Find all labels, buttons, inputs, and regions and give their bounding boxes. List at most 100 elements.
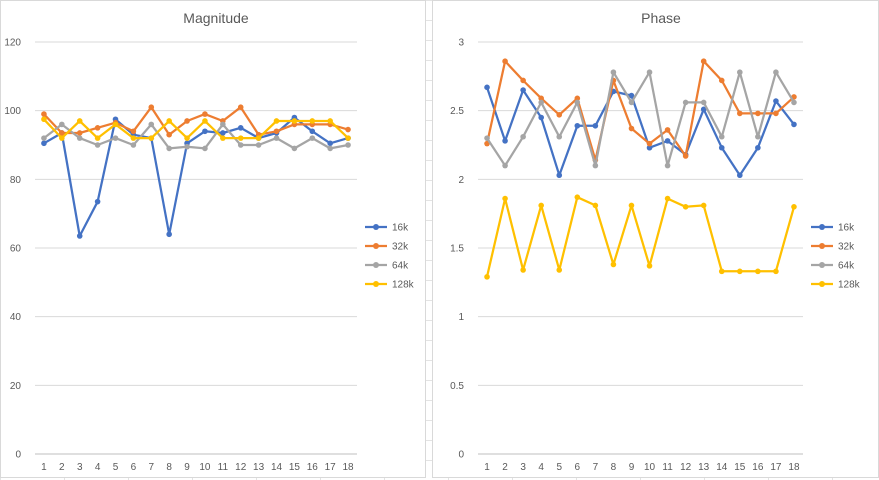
- data-point-64k: [484, 135, 490, 141]
- data-point-64k: [76, 135, 83, 141]
- data-point-128k: [94, 135, 101, 141]
- x-tick-label: 6: [131, 462, 137, 473]
- data-point-64k: [664, 162, 671, 169]
- series-line-32k: [43, 106, 349, 136]
- data-point-16k: [574, 122, 581, 129]
- y-tick-label: 3: [458, 38, 464, 49]
- y-tick-label: 1: [458, 312, 464, 323]
- data-point-16k: [592, 122, 599, 129]
- x-tick-label: 13: [698, 462, 710, 473]
- legend-marker-32k: [373, 243, 379, 249]
- x-tick-label: 14: [271, 462, 283, 473]
- legend-marker-32k: [819, 243, 825, 249]
- x-tick-label: 7: [148, 462, 154, 473]
- data-point-128k: [237, 135, 244, 141]
- x-tick-label: 17: [325, 462, 337, 473]
- data-point-128k: [791, 204, 797, 210]
- data-point-16k: [773, 98, 779, 104]
- data-point-128k: [664, 195, 671, 202]
- y-tick-label: 2.5: [450, 106, 464, 117]
- series-line-32k: [485, 60, 795, 162]
- x-tick-label: 16: [752, 462, 764, 473]
- data-point-128k: [502, 195, 508, 202]
- data-point-64k: [273, 135, 280, 141]
- data-point-128k: [737, 268, 743, 275]
- data-point-16k: [664, 138, 671, 144]
- legend-label-64k: 64k: [392, 261, 409, 272]
- data-point-16k: [646, 144, 653, 151]
- data-point-64k: [255, 142, 262, 148]
- data-point-32k: [94, 125, 101, 131]
- data-point-32k: [682, 153, 689, 159]
- data-point-64k: [94, 142, 101, 148]
- data-point-128k: [755, 268, 761, 275]
- legend-label-16k: 16k: [838, 223, 855, 234]
- data-point-16k: [556, 172, 563, 179]
- data-point-16k: [755, 144, 761, 151]
- data-point-128k: [59, 135, 65, 141]
- data-point-32k: [345, 126, 351, 133]
- data-point-32k: [148, 104, 155, 111]
- data-point-64k: [538, 99, 544, 106]
- data-point-64k: [220, 121, 226, 128]
- data-point-128k: [166, 118, 172, 124]
- data-point-32k: [59, 130, 65, 136]
- data-point-64k: [556, 133, 563, 140]
- data-point-16k: [520, 87, 526, 93]
- legend-label-128k: 128k: [838, 280, 861, 291]
- data-point-128k: [538, 202, 544, 209]
- data-point-32k: [76, 130, 83, 136]
- x-tick-label: 10: [644, 462, 656, 473]
- x-tick-label: 8: [166, 462, 172, 473]
- data-point-64k: [737, 69, 743, 76]
- data-point-128k: [556, 267, 563, 273]
- data-point-64k: [773, 69, 779, 76]
- data-point-16k: [737, 172, 743, 179]
- x-tick-label: 2: [59, 462, 65, 473]
- data-point-64k: [202, 145, 208, 152]
- data-point-64k: [610, 69, 617, 76]
- x-tick-label: 4: [95, 462, 101, 473]
- data-point-32k: [273, 128, 280, 135]
- data-point-128k: [327, 118, 333, 124]
- legend-marker-16k: [373, 224, 379, 230]
- data-point-16k: [628, 92, 635, 99]
- data-point-64k: [327, 145, 333, 152]
- data-point-16k: [166, 231, 172, 238]
- data-point-128k: [682, 204, 689, 210]
- data-point-32k: [184, 118, 190, 124]
- data-point-32k: [538, 95, 544, 102]
- x-tick-label: 18: [342, 462, 354, 473]
- magnitude-chart-title: Magnitude: [183, 10, 249, 26]
- x-tick-label: 15: [289, 462, 301, 473]
- data-point-64k: [237, 142, 244, 148]
- data-point-64k: [718, 133, 725, 140]
- data-point-32k: [737, 110, 743, 117]
- legend-marker-128k: [373, 281, 379, 287]
- data-point-64k: [700, 99, 707, 106]
- data-point-64k: [41, 135, 47, 141]
- data-point-128k: [255, 135, 262, 141]
- data-point-64k: [755, 133, 761, 140]
- y-tick-label: 100: [4, 106, 21, 117]
- legend-marker-64k: [373, 262, 379, 268]
- data-point-128k: [291, 118, 298, 124]
- data-point-32k: [574, 95, 581, 102]
- x-tick-label: 10: [199, 462, 211, 473]
- data-point-128k: [184, 135, 190, 141]
- data-point-32k: [502, 58, 508, 65]
- data-point-64k: [291, 145, 298, 152]
- phase-chart: Phase 0 0.5 1 1.5 2 2.5 3 1 2 3 4 5 6 7 8 9 10 11 12 13 14 15…: [432, 0, 879, 478]
- data-point-32k: [202, 111, 208, 117]
- x-tick-label: 12: [235, 462, 247, 473]
- data-point-16k: [791, 121, 797, 128]
- x-tick-label: 5: [556, 462, 562, 473]
- x-tick-label: 9: [184, 462, 190, 473]
- data-point-16k: [202, 128, 208, 135]
- x-tick-label: 5: [113, 462, 119, 473]
- data-point-32k: [41, 111, 47, 117]
- data-point-64k: [59, 121, 65, 128]
- legend-label-64k: 64k: [838, 261, 855, 272]
- x-tick-label: 9: [629, 462, 635, 473]
